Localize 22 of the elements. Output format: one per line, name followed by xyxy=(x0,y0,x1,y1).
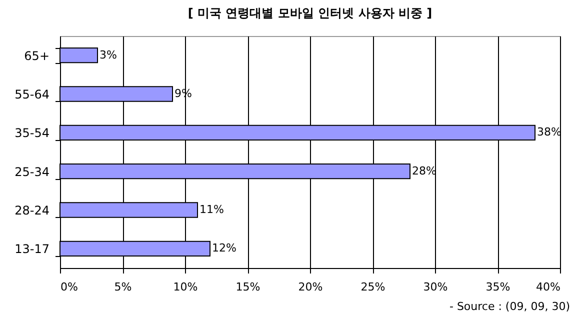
data-label: 38% xyxy=(537,126,562,139)
chart-title: [ 미국 연령대별 모바일 인터넷 사용자 비중 ] xyxy=(188,6,432,20)
x-tick-label: 30% xyxy=(423,280,448,294)
x-tick-label: 40% xyxy=(536,280,560,294)
y-tick-label: 28-24 xyxy=(14,204,50,218)
source-note: - Source : (09, 09, 30) xyxy=(448,300,570,313)
x-tick-label: 10% xyxy=(173,280,198,294)
x-tick-label: 0% xyxy=(60,280,78,294)
data-label: 11% xyxy=(200,203,224,216)
y-tick-label: 55-64 xyxy=(14,88,50,102)
x-tick-label: 35% xyxy=(486,280,510,294)
y-tick-label: 35-54 xyxy=(14,126,50,140)
x-tick-label: 20% xyxy=(298,280,323,294)
x-tick-label: 5% xyxy=(114,280,132,294)
x-tick-label: 25% xyxy=(360,280,386,294)
y-tick-label: 13-17 xyxy=(14,242,50,256)
data-label: 28% xyxy=(412,164,436,178)
y-tick-label: 65+ xyxy=(24,48,50,63)
data-label: 3% xyxy=(100,48,117,62)
x-tick-label: 15% xyxy=(236,280,260,294)
y-tick-label: 25-34 xyxy=(14,164,50,179)
data-label: 12% xyxy=(212,242,236,255)
